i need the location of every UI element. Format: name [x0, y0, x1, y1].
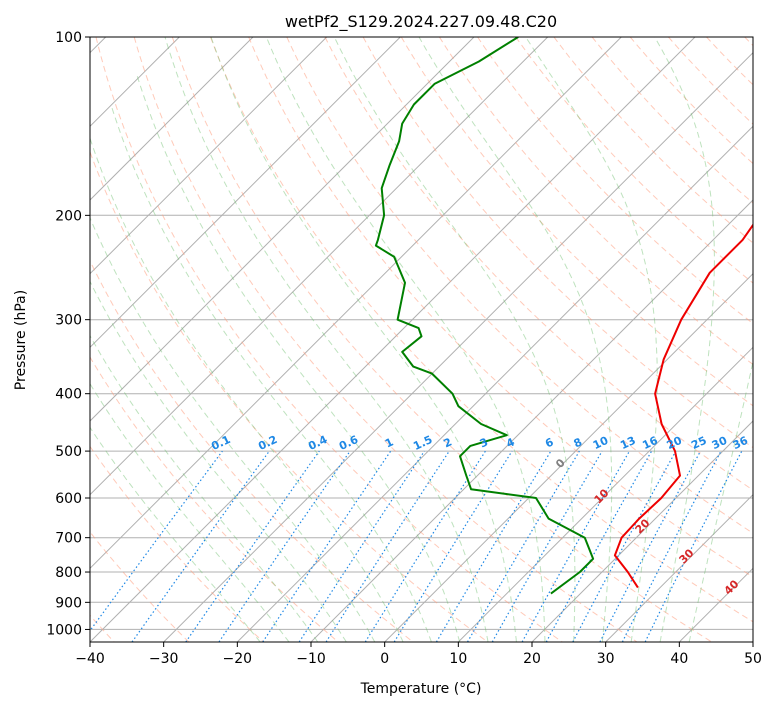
- x-tick-label: 20: [523, 651, 541, 667]
- moist-adiabat: [525, 37, 658, 642]
- temperature-profile-line: [613, 223, 753, 589]
- moist-adiabat: [333, 37, 576, 642]
- dry-adiabat: [438, 37, 753, 366]
- isotherm-line: [531, 420, 753, 642]
- mixing-ratio-label: 36: [731, 434, 751, 452]
- dry-adiabat: [90, 259, 414, 642]
- plot-frame: [89, 36, 754, 643]
- plot-labels: -100-90-80-70-60-50-40-30-20-100.10.20.4…: [209, 433, 751, 598]
- x-tick-label: −40: [75, 651, 105, 667]
- y-axis-label: Pressure (hPa): [13, 290, 29, 390]
- y-tick-label: 500: [55, 444, 82, 460]
- mixing-ratio-line: [325, 450, 450, 642]
- isotherm-line: [90, 37, 622, 570]
- isotherm-line: [90, 37, 328, 275]
- y-tick-label: 700: [55, 531, 82, 547]
- moist-adiabat: [90, 426, 261, 642]
- moist-adiabat: [90, 382, 290, 642]
- isotherm-line: [90, 37, 549, 496]
- x-tick-label: 40: [670, 651, 688, 667]
- mixing-ratio-label: 30: [710, 434, 730, 452]
- dry-adiabat: [286, 37, 753, 534]
- mixing-ratio-line: [131, 450, 270, 642]
- x-tick-label: 50: [744, 651, 762, 667]
- dry-adiabat: [90, 356, 339, 642]
- moist-adiabat: [164, 37, 489, 642]
- moist-adiabat: [418, 37, 613, 642]
- mixing-ratio-line: [218, 450, 351, 642]
- moist-adiabat: [688, 358, 753, 642]
- mixing-ratio-line: [298, 450, 425, 642]
- x-tick-label: −30: [149, 651, 179, 667]
- y-tick-label: 100: [55, 30, 82, 46]
- y-tick-label: 1000: [46, 622, 82, 638]
- mixing-ratio-line: [262, 450, 392, 642]
- y-tick-label: 900: [55, 595, 82, 611]
- dry-adiabat: [400, 37, 753, 407]
- dry-adiabat: [210, 37, 753, 623]
- isotherm-line: [384, 272, 753, 642]
- y-tick-label: 400: [55, 387, 82, 403]
- moist-adiabat: [654, 37, 715, 642]
- axis-ticks: −40 −30 −20 −10 0 10 20 30 40 50 100 200 300 400 500 60…: [46, 30, 762, 667]
- mixing-ratio-line: [521, 450, 631, 642]
- plot-area: [90, 37, 753, 642]
- x-tick-label: 30: [597, 651, 615, 667]
- isotherm-line: [605, 493, 753, 642]
- x-tick-label: −10: [296, 651, 326, 667]
- moist-adiabat: [90, 136, 404, 642]
- mixing-ratio-label: 13: [618, 434, 637, 452]
- moist-adiabat: [265, 37, 546, 642]
- x-tick-label: 10: [449, 651, 467, 667]
- isotherm-line: [90, 37, 696, 642]
- mixing-ratio-line: [393, 450, 513, 642]
- dry-adiabat: [248, 37, 753, 578]
- dry-adiabat: [171, 37, 712, 642]
- dry-adiabat: [95, 37, 563, 642]
- mixing-ratio-label: 25: [689, 434, 708, 452]
- mixing-ratio-line: [185, 450, 320, 642]
- mixing-ratio-line: [90, 450, 223, 632]
- mixing-ratio-label: 16: [640, 434, 660, 452]
- dry-adiabat: [90, 445, 264, 642]
- moist-adiabat: [135, 72, 461, 642]
- isotherm-line: [90, 37, 254, 201]
- y-tick-label: 200: [55, 208, 82, 224]
- y-tick-label: 800: [55, 565, 82, 581]
- mixing-ratio-line: [572, 450, 677, 642]
- dry-adiabat: [553, 37, 753, 244]
- isotherm-line: [90, 37, 401, 349]
- isotherm-line: [457, 346, 753, 642]
- mixing-ratio-label: 20: [665, 434, 685, 452]
- moist-adiabat: [210, 37, 517, 642]
- dry-adiabat: [591, 37, 753, 204]
- mixing-ratio-line: [644, 450, 743, 642]
- dewpoint-profile-line: [374, 37, 595, 595]
- isotherm-line: [90, 37, 475, 422]
- x-tick-label: 0: [380, 651, 389, 667]
- isotherm-line: [163, 51, 753, 642]
- mixing-ratio-label: 10: [591, 434, 611, 452]
- x-axis-label: Temperature (°C): [360, 681, 482, 697]
- y-tick-label: 600: [55, 491, 82, 507]
- dry-adiabat: [362, 37, 753, 449]
- chart-title: wetPf2_S129.2024.227.09.48.C20: [285, 12, 557, 32]
- x-tick-label: −20: [223, 651, 253, 667]
- isotherm-line: [236, 125, 753, 642]
- dry-adiabat: [324, 37, 753, 491]
- moist-adiabat: [110, 104, 432, 642]
- y-tick-label: 300: [55, 313, 82, 329]
- dry-adiabat: [133, 37, 638, 642]
- moist-adiabat: [90, 216, 376, 642]
